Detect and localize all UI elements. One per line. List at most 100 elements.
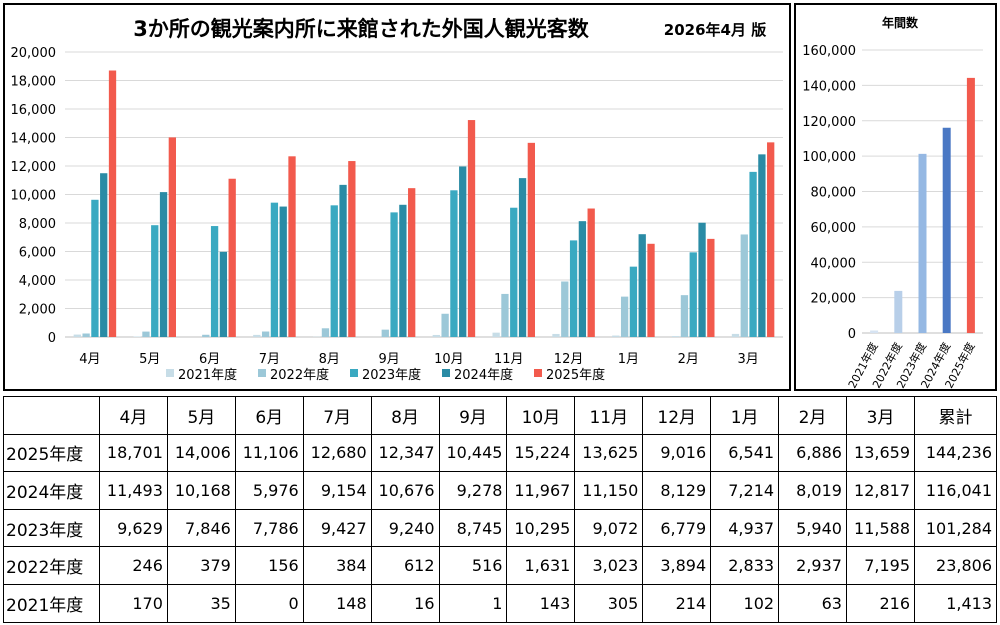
legend-label: 2023年度 [362,367,421,383]
bar [399,204,407,337]
x-tick-label: 3月 [737,352,758,367]
table-cell: 143 [506,583,576,623]
bar [510,207,518,337]
chart-title: 3か所の観光案内所に来館された外国人観光客数 [133,17,590,41]
y-tick-label: 0 [48,331,56,346]
legend-swatch [534,369,542,377]
table-cell: 12,347 [370,433,440,473]
bar [210,226,219,337]
table-header-cell [3,396,100,435]
bar [612,335,620,337]
bar [330,205,338,337]
y-tick-label: 140,000 [802,79,856,94]
y-tick-label: 20,000 [11,46,57,61]
y-tick-label: 20,000 [811,292,857,307]
x-tick-label: 9月 [378,352,399,367]
bar [408,188,416,337]
monthly-chart-panel: 3か所の観光案内所に来館された外国人観光客数 2026年4月 版 0 2,000 4,0… [3,3,791,391]
table-cell: 144,236 [914,433,997,473]
edition-label: 2026年4月 版 [664,21,766,39]
bar [870,330,879,333]
y-tick-label: 80,000 [811,186,857,201]
x-tick-label: 6月 [199,352,220,367]
bar [689,252,697,337]
table-row: 2025年度 18,701 14,006 11,106 12,680 12,347 10,4… [3,433,997,473]
table-header-cell: 4月 [99,396,168,435]
annual-chart-title: 年間数 [882,15,919,30]
bar [108,70,117,338]
table-cell: 305 [574,583,644,623]
table-header-cell: 11月 [574,396,644,435]
table-cell: 23,806 [914,546,997,585]
bar [261,331,270,337]
legend-label: 2021年度 [178,367,237,383]
table-cell: 11,967 [506,471,576,510]
table-cell: 14,006 [166,433,236,473]
table-cell: 5,976 [234,471,304,510]
legend-label: 2024年度 [454,367,513,383]
bar [578,221,587,337]
legend-swatch [350,369,358,377]
table-header-cell: 5月 [166,396,236,435]
x-tick-label: 10月 [434,352,464,367]
legend-swatch [258,369,266,377]
table-cell: 7,846 [166,508,236,548]
annual-chart-panel: 年間数 0 20,000 40,000 60,000 80,000 100,000 120,0… [794,3,997,391]
table-header-cell: 6月 [234,396,304,435]
table-cell: 246 [99,546,168,585]
table-cell: 9,154 [302,471,372,510]
table-cell: 15,224 [506,433,576,473]
table-cell: 10,295 [506,508,576,548]
table-cell: 7,214 [710,471,780,510]
bar [390,212,398,337]
table-cell: 379 [166,546,236,585]
bar [100,173,108,337]
bar [527,142,535,337]
table-cell: 5,940 [778,508,847,548]
table-header-row: 4月 5月 6月 7月 8月 9月 10月 11月 12月 1月 2月 3月 累計 [3,396,997,435]
bar [731,333,740,337]
bar [561,281,569,337]
table-row: 2021年度 170 35 0 148 16 1 143 305 214 102 63 216 1,413 [3,583,997,623]
bar [339,184,347,337]
table-cell: 10,676 [370,471,440,510]
x-tick-label: 12月 [554,352,584,367]
x-tick-label: 4月 [79,352,100,367]
bar [672,336,680,337]
legend-label: 2025年度 [546,367,605,383]
y-tick-label: 0 [848,327,856,342]
bar [740,234,748,337]
table-header-cell: 8月 [370,396,440,435]
table-cell: 11,106 [234,433,304,473]
table-cell: 116,041 [914,471,997,510]
bar [942,127,951,334]
monthly-chart: 3か所の観光案内所に来館された外国人観光客数 2026年4月 版 0 2,000 4,0… [11,17,783,383]
bar [432,334,440,337]
y-tick-label: 12,000 [11,160,57,175]
bar [629,266,638,337]
bar [459,166,467,337]
bar [348,161,356,337]
bar [73,334,81,337]
bar [552,333,560,337]
table-cell: 9,427 [302,508,372,548]
bar [966,77,975,334]
y-tick-label: 100,000 [802,150,856,165]
bar [253,334,261,337]
y-tick-label: 14,000 [11,132,57,147]
y-tick-label: 160,000 [802,44,856,59]
table-header-cell: 累計 [914,396,997,435]
table-cell: 6,779 [642,508,712,548]
table-cell: 516 [438,546,508,585]
legend-label: 2022年度 [270,367,329,383]
x-tick-label: 11月 [494,352,524,367]
bar [142,331,150,337]
bar [219,251,228,337]
table-cell: 11,493 [99,471,168,510]
x-tick-label: 1月 [618,352,639,367]
bar [918,153,927,333]
table-cell: 8,745 [438,508,508,548]
table-cell: 6,541 [710,433,780,473]
table-cell: 9,240 [370,508,440,548]
bar [749,171,757,337]
